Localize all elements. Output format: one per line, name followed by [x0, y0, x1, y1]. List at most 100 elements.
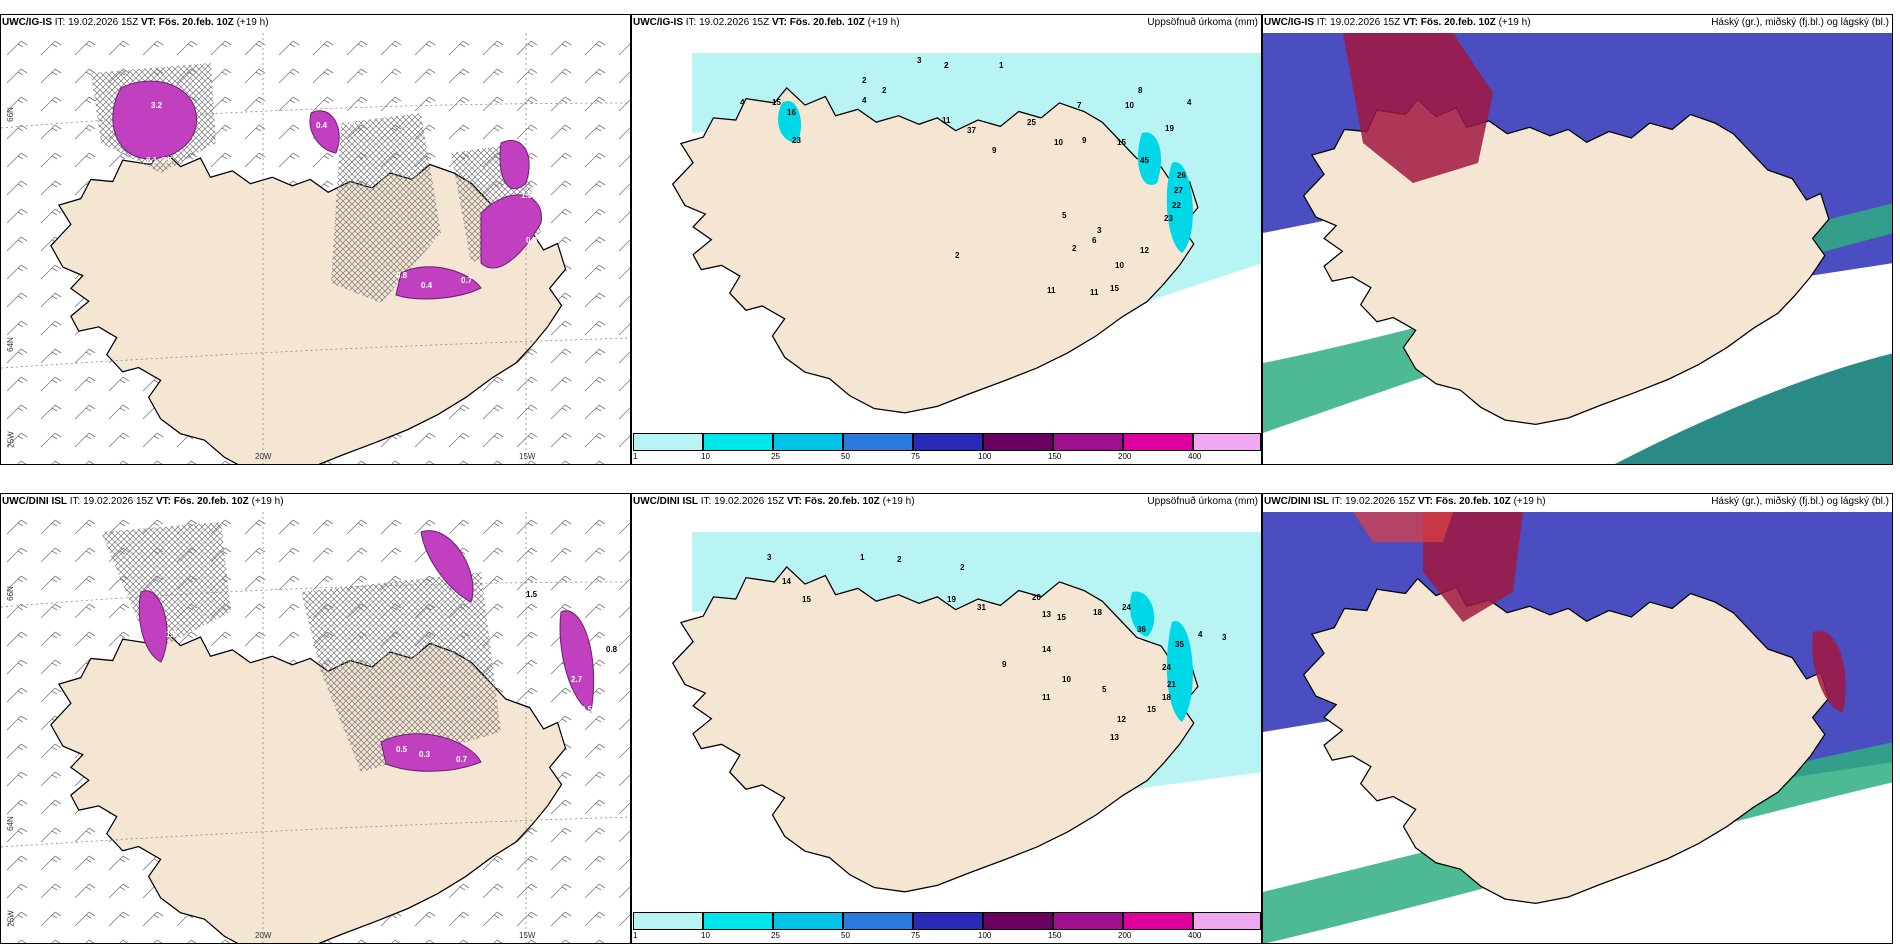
colorbar-label: 10	[701, 931, 710, 940]
wind-label: 0.7	[346, 118, 358, 127]
colorbar-segment	[983, 433, 1053, 451]
precip-label: 18	[1162, 693, 1171, 702]
precip-label: 15	[1110, 284, 1119, 293]
colorbar-segment	[1053, 433, 1123, 451]
colorbar-label: 200	[1118, 931, 1132, 940]
wind-label: 3.2	[541, 635, 553, 644]
wind-label: 0.3	[419, 750, 431, 759]
precip-label: 13	[1042, 610, 1051, 619]
panel-header: UWC/IG-IS IT: 19.02.2026 15Z VT: Fös. 20…	[1264, 17, 1531, 28]
colorbar-segment	[913, 912, 983, 930]
wind-label: 0.5	[396, 745, 408, 754]
precip-label: 19	[947, 595, 956, 604]
precip-label: 2	[944, 61, 949, 70]
precip-label: 15	[1057, 613, 1066, 622]
colorbar: 1 10 25 50 75 100 150 200 400	[633, 912, 1261, 940]
lon-label-left: 25W	[6, 910, 16, 927]
precip-label: 24	[1162, 663, 1171, 672]
colorbar: 1 10 25 50 75 100 150 200 400	[633, 433, 1261, 461]
precip-label: 11	[1090, 288, 1099, 297]
colorbar-label: 10	[701, 452, 710, 461]
precip-label: 10	[1115, 261, 1124, 270]
panel-header: UWC/DINI ISL IT: 19.02.2026 15Z VT: Fös.…	[633, 496, 915, 507]
panel-precip-row1: UWC/IG-IS IT: 19.02.2026 15Z VT: Fös. 20…	[631, 14, 1262, 465]
precip-label: 20	[1032, 593, 1041, 602]
wind-label: 1.5	[521, 191, 533, 200]
precip-label: 4	[740, 98, 745, 107]
colorbar-segment	[1123, 912, 1193, 930]
wind-label: 0.7	[461, 276, 473, 285]
precip-label: 2	[882, 86, 887, 95]
precip-shading	[112, 80, 542, 300]
precip-label: 2	[1072, 244, 1077, 253]
precip-label: 1	[860, 553, 865, 562]
precip-label: 26	[1177, 171, 1186, 180]
precip-label: 10	[1125, 101, 1134, 110]
panel-precip-row2: UWC/DINI ISL IT: 19.02.2026 15Z VT: Fös.…	[631, 493, 1262, 944]
wind-label: 1.9	[166, 630, 178, 639]
colorbar-label: 400	[1188, 931, 1202, 940]
precip-label: 25	[1027, 118, 1036, 127]
colorbar-segment	[983, 912, 1053, 930]
panel-wind-row2: UWC/DINI ISL IT: 19.02.2026 15Z VT: Fös.…	[0, 493, 631, 944]
panel-header: UWC/DINI ISL IT: 19.02.2026 15Z VT: Fös.…	[1264, 496, 1546, 507]
panel-header: UWC/DINI ISL IT: 19.02.2026 15Z VT: Fös.…	[2, 496, 284, 507]
wind-value-labels: 3.2 2.1 3.5 0.4 0.7 1.5 0.9 0.8 0.4 0.7	[146, 101, 538, 290]
lat-label-bottom: 64N	[5, 337, 15, 352]
precip-label: 36	[1137, 625, 1146, 634]
precip-label: 11	[942, 116, 951, 125]
precip-label: 10	[1062, 675, 1071, 684]
colorbar-label: 25	[771, 452, 780, 461]
colorbar-segment	[633, 433, 703, 451]
panel-title: Háský (gr.), miðský (fj.bl.) og lágský (…	[1711, 17, 1889, 28]
panel-title: Háský (gr.), miðský (fj.bl.) og lágský (…	[1711, 496, 1889, 507]
lon-label-mid: 20W	[255, 931, 272, 940]
precip-label: 8	[1138, 86, 1143, 95]
precip-label: 5	[1062, 211, 1067, 220]
colorbar-segment	[633, 912, 703, 930]
wind-label: 3.5	[161, 156, 173, 165]
precip-label: 31	[977, 603, 986, 612]
precip-label: 9	[992, 146, 997, 155]
precip-label: 12	[1140, 246, 1149, 255]
precip-label: 13	[1110, 733, 1119, 742]
precip-label: 11	[1042, 693, 1051, 702]
precip-label: 10	[1054, 138, 1063, 147]
lat-label-top: 66N	[5, 107, 15, 122]
precip-label: 12	[1117, 715, 1126, 724]
colorbar-label: 100	[978, 452, 992, 461]
colorbar-segment	[1193, 912, 1261, 930]
precip-label: 3	[1097, 226, 1102, 235]
colorbar-segment	[773, 433, 843, 451]
lon-label-right: 15W	[519, 452, 536, 461]
wind-label: 0.8	[606, 645, 618, 654]
colorbar-label: 75	[911, 931, 920, 940]
precip-label: 27	[1174, 186, 1183, 195]
precip-label: 9	[1082, 136, 1087, 145]
panel-title: Uppsöfnuð úrkoma (mm)	[1147, 17, 1258, 28]
precip-label: 16	[787, 108, 796, 117]
colorbar-label: 400	[1188, 452, 1202, 461]
wind-label: 0.8	[396, 271, 408, 280]
precip-label: 21	[1167, 680, 1176, 689]
cloud-map	[1263, 33, 1892, 464]
wind-label: 2.7	[571, 675, 583, 684]
precip-label: 35	[1175, 640, 1184, 649]
precip-value-labels: 3 2 2 2 4 4 15 16 23 11 37 25 10 9 15 45…	[740, 56, 1192, 297]
precip-label: 6	[1092, 236, 1097, 245]
colorbar-label: 50	[841, 931, 850, 940]
precip-label: 4	[1198, 630, 1203, 639]
colorbar-label: 1	[633, 452, 638, 461]
colorbar-label: 150	[1048, 931, 1062, 940]
precip-label: 14	[782, 577, 791, 586]
precip-label: 9	[1002, 660, 1007, 669]
wind-label: 0.9	[526, 236, 538, 245]
colorbar-label: 1	[633, 931, 638, 940]
precip-label: 14	[1042, 645, 1051, 654]
precip-label: 22	[1172, 201, 1181, 210]
panel-cloud-row2: UWC/DINI ISL IT: 19.02.2026 15Z VT: Fös.…	[1262, 493, 1893, 944]
colorbar-segment	[1193, 433, 1261, 451]
precip-label: 18	[1093, 608, 1102, 617]
panel-header: UWC/IG-IS IT: 19.02.2026 15Z VT: Fös. 20…	[633, 17, 900, 28]
wind-label: 0.7	[456, 755, 468, 764]
